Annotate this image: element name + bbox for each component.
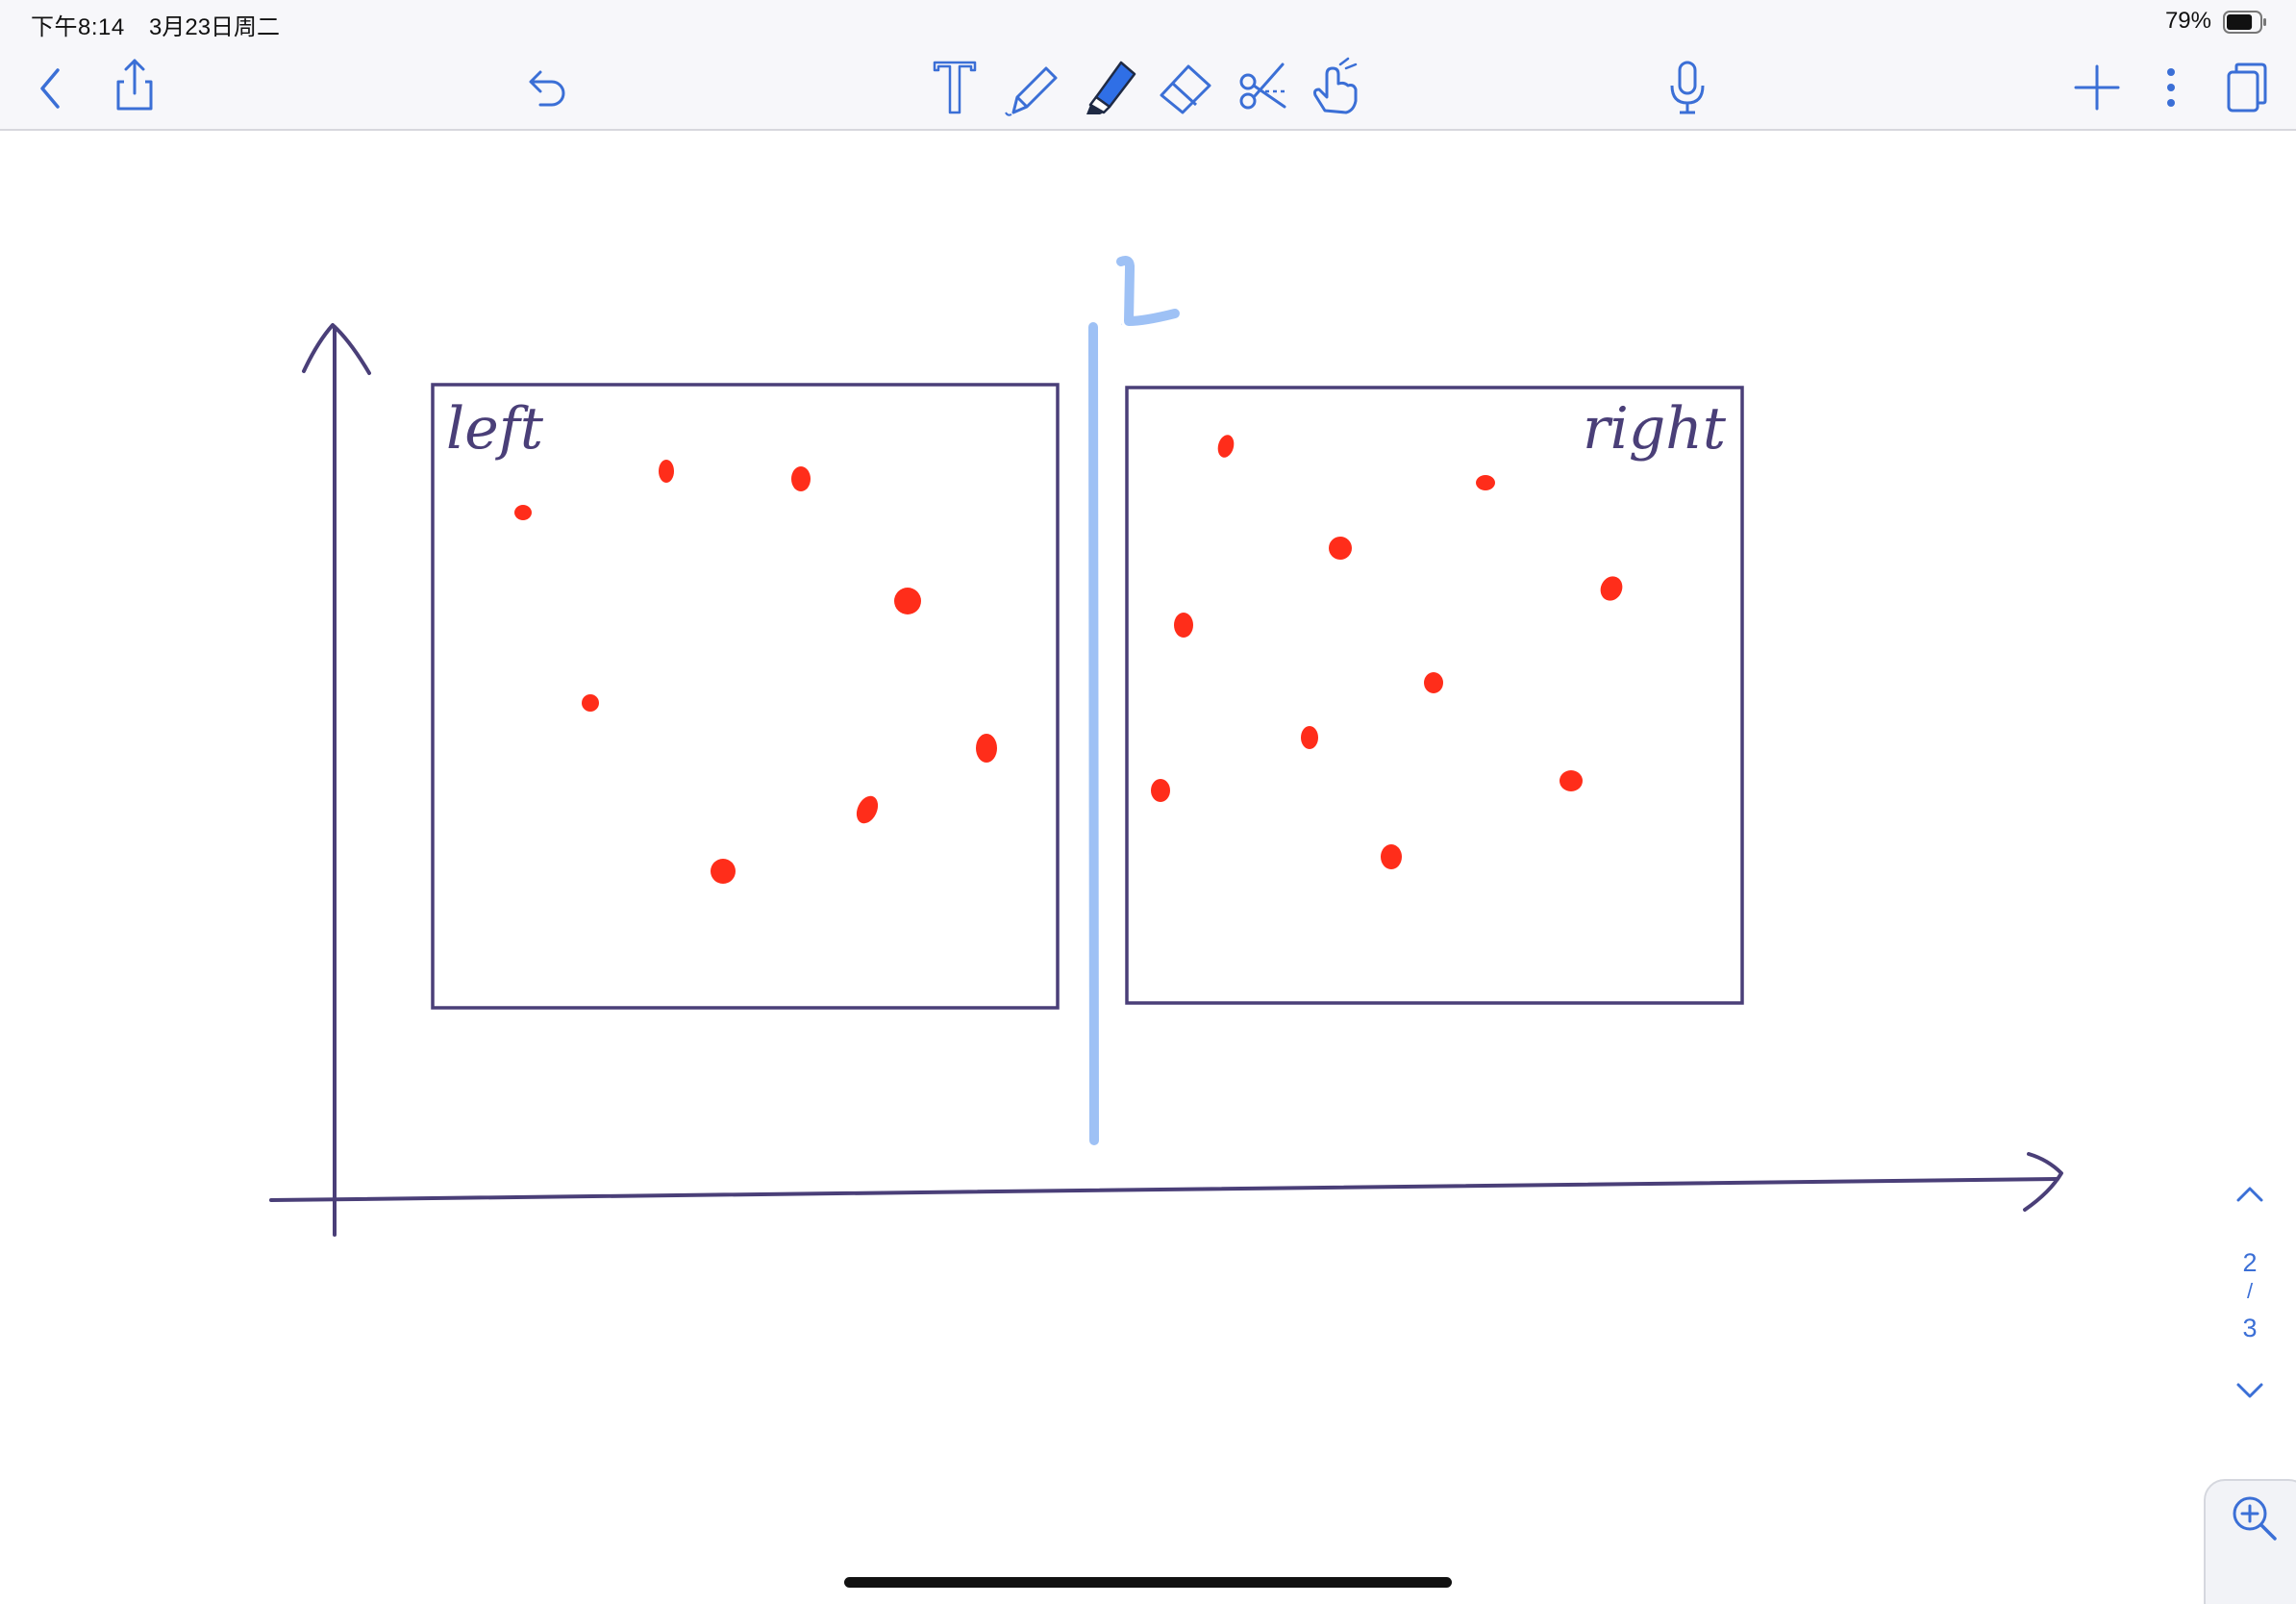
divider-line	[1088, 322, 1099, 1145]
point	[856, 795, 879, 824]
right-region-box	[1125, 386, 1744, 1005]
left-region-box	[431, 383, 1060, 1010]
microphone-button[interactable]	[1654, 53, 1721, 120]
point	[976, 734, 997, 763]
divider-label: L	[1121, 324, 1123, 326]
page-navigator: 2 / 3	[2223, 1173, 2277, 1414]
microphone-icon	[1670, 61, 1705, 114]
undo-icon	[529, 70, 565, 107]
x-axis-line	[269, 1177, 2059, 1202]
eraser-tool-button[interactable]	[1152, 53, 1219, 120]
x-axis-arrowhead	[2023, 1152, 2063, 1212]
text-tool-button[interactable]	[921, 53, 988, 120]
point	[1151, 779, 1170, 802]
pen-tool-button[interactable]	[998, 53, 1065, 120]
undo-button[interactable]	[512, 53, 579, 120]
page-down-icon[interactable]	[2223, 1371, 2277, 1410]
current-page: 2	[2242, 1248, 2258, 1277]
divider-label-stroke	[1116, 256, 1180, 326]
lasso-tool-icon	[1239, 63, 1286, 110]
point	[1424, 672, 1443, 693]
left-label: left	[446, 395, 544, 463]
status-time: 下午8:14	[31, 14, 125, 40]
right-points	[1151, 435, 1623, 869]
back-button[interactable]	[17, 53, 85, 120]
share-button[interactable]	[101, 53, 168, 120]
add-page-button[interactable]	[2063, 53, 2131, 120]
note-canvas[interactable]: left right L	[0, 131, 2296, 1604]
point	[514, 505, 532, 520]
highlighter-tool-button[interactable]	[1075, 53, 1142, 120]
point	[659, 460, 674, 483]
zoom-panel[interactable]	[2204, 1479, 2296, 1604]
more-icon	[2167, 68, 2175, 107]
status-date: 3月23日周二	[149, 14, 281, 40]
battery-percent: 79%	[2164, 8, 2211, 34]
ink-drawing: left right L	[269, 256, 2063, 1237]
top-toolbar: 下午8:14 3月23日周二 79%	[0, 0, 2296, 131]
axes	[269, 323, 2063, 1237]
highlighter-tool-icon	[1086, 61, 1136, 114]
point	[1174, 613, 1193, 638]
point	[1217, 435, 1235, 458]
add-page-icon	[2074, 64, 2120, 111]
point	[894, 588, 921, 614]
point	[1560, 770, 1583, 791]
pages-icon	[2227, 63, 2267, 113]
page-separator: /	[2246, 1279, 2254, 1303]
total-pages: 3	[2242, 1314, 2258, 1342]
home-indicator	[844, 1577, 1452, 1588]
point	[1381, 844, 1402, 869]
point	[791, 466, 811, 491]
lasso-tool-button[interactable]	[1227, 53, 1294, 120]
zoom-in-icon[interactable]	[2225, 1489, 2283, 1546]
more-button[interactable]	[2137, 53, 2205, 120]
point	[1329, 537, 1352, 560]
pen-tool-icon	[1005, 66, 1058, 116]
battery-icon	[2223, 11, 2267, 34]
text-tool-icon	[933, 61, 977, 114]
right-label: right	[1583, 395, 1727, 463]
point	[1301, 726, 1318, 749]
eraser-tool-icon	[1160, 64, 1211, 114]
hand-tool-button[interactable]	[1302, 53, 1369, 120]
share-icon	[116, 59, 153, 111]
point	[711, 859, 736, 884]
page-up-icon[interactable]	[2223, 1175, 2277, 1214]
back-icon	[40, 68, 60, 109]
point	[582, 694, 599, 712]
y-axis-arrowhead	[302, 323, 371, 375]
point	[1476, 475, 1495, 490]
pages-button[interactable]	[2211, 53, 2279, 120]
left-points	[514, 460, 997, 884]
hand-tool-icon	[1313, 57, 1358, 114]
point	[1600, 576, 1623, 601]
